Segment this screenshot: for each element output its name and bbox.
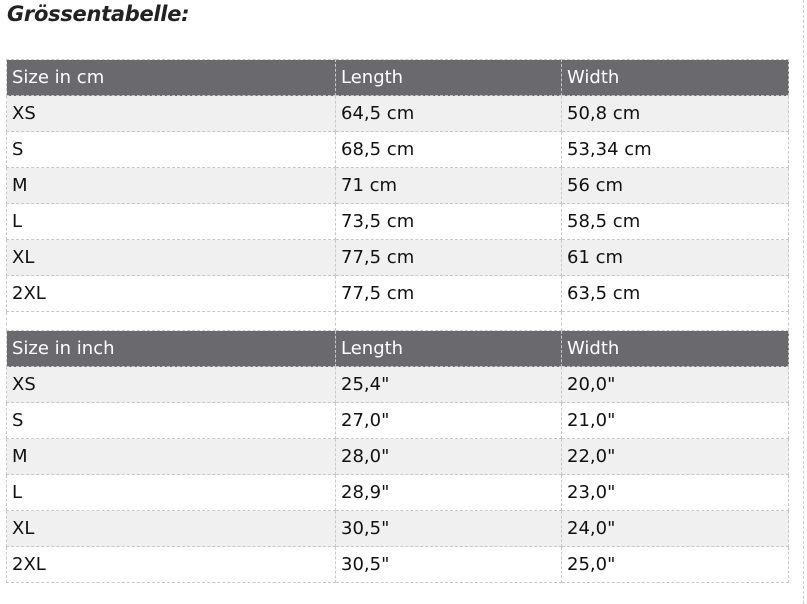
table-cell: 63,5 cm — [561, 275, 789, 312]
table-cell: 77,5 cm — [335, 239, 562, 276]
table-cell: 30,5" — [335, 546, 562, 583]
table-cell: 21,0" — [561, 402, 789, 439]
table-row: XL 30,5" 24,0" — [6, 510, 789, 547]
table-cell: 20,0" — [561, 366, 789, 403]
size-table: Size in cm Length Width XS 64,5 cm 50,8 cm S 68… — [6, 59, 789, 583]
table-header-row: Size in cm Length Width — [6, 59, 789, 96]
table-cell: 25,0" — [561, 546, 789, 583]
table-row: 2XL 30,5" 25,0" — [6, 546, 789, 583]
table-cell: M — [6, 167, 336, 204]
table-cell: 2XL — [6, 546, 336, 583]
table-cell: XL — [6, 510, 336, 547]
spacer-row — [6, 311, 789, 331]
spacer-cell — [335, 311, 562, 331]
column-header: Length — [335, 330, 562, 367]
table-cell: 61 cm — [561, 239, 789, 276]
table-row: L 73,5 cm 58,5 cm — [6, 203, 789, 240]
table-row: M 71 cm 56 cm — [6, 167, 789, 204]
table-cell: 27,0" — [335, 402, 562, 439]
spacer-cell — [6, 311, 336, 331]
column-header: Size in cm — [6, 59, 336, 96]
table-cell: 28,0" — [335, 438, 562, 475]
table-cell: 24,0" — [561, 510, 789, 547]
table-cell: 64,5 cm — [335, 95, 562, 132]
table-cell: 53,34 cm — [561, 131, 789, 168]
table-cell: 56 cm — [561, 167, 789, 204]
table-cell: S — [6, 402, 336, 439]
table-cell: 30,5" — [335, 510, 562, 547]
table-cell: 50,8 cm — [561, 95, 789, 132]
table-row: XS 25,4" 20,0" — [6, 366, 789, 403]
table-header-row: Size in inch Length Width — [6, 330, 789, 367]
column-header: Width — [561, 59, 789, 96]
table-row: S 27,0" 21,0" — [6, 402, 789, 439]
table-row: M 28,0" 22,0" — [6, 438, 789, 475]
table-row: L 28,9" 23,0" — [6, 474, 789, 511]
table-cell: L — [6, 474, 336, 511]
table-cell: M — [6, 438, 336, 475]
table-cell: S — [6, 131, 336, 168]
table-cell: 58,5 cm — [561, 203, 789, 240]
table-cell: 2XL — [6, 275, 336, 312]
table-cell: XS — [6, 95, 336, 132]
table-cell: 22,0" — [561, 438, 789, 475]
column-header: Width — [561, 330, 789, 367]
table-row: XS 64,5 cm 50,8 cm — [6, 95, 789, 132]
table-cell: XS — [6, 366, 336, 403]
spacer-cell — [561, 311, 789, 331]
table-row: S 68,5 cm 53,34 cm — [6, 131, 789, 168]
table-cell: 71 cm — [335, 167, 562, 204]
column-header: Size in inch — [6, 330, 336, 367]
page-title: Grössentabelle: — [7, 2, 190, 26]
column-header: Length — [335, 59, 562, 96]
table-cell: L — [6, 203, 336, 240]
table-cell: 28,9" — [335, 474, 562, 511]
table-cell: XL — [6, 239, 336, 276]
table-cell: 73,5 cm — [335, 203, 562, 240]
table-cell: 25,4" — [335, 366, 562, 403]
table-row: XL 77,5 cm 61 cm — [6, 239, 789, 276]
table-cell: 23,0" — [561, 474, 789, 511]
table-row: 2XL 77,5 cm 63,5 cm — [6, 275, 789, 312]
table-cell: 77,5 cm — [335, 275, 562, 312]
table-cell: 68,5 cm — [335, 131, 562, 168]
